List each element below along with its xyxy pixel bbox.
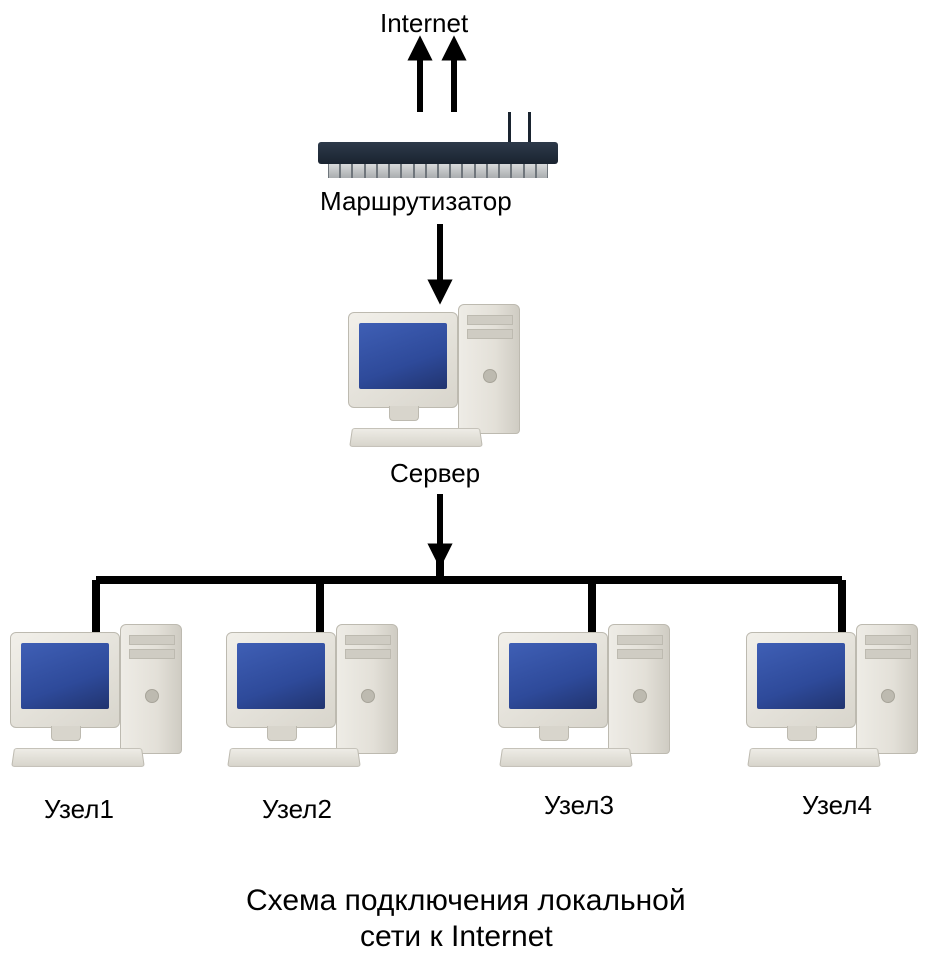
server-label: Сервер xyxy=(390,458,480,489)
router-icon xyxy=(318,142,558,180)
internet-label: Internet xyxy=(380,8,468,39)
node2-icon xyxy=(226,620,416,770)
caption-line2: сети к Internet xyxy=(360,920,553,954)
node3-icon xyxy=(498,620,688,770)
node2-label: Узел2 xyxy=(262,794,332,825)
node1-label: Узел1 xyxy=(44,794,114,825)
caption-line1: Схема подключения локальной xyxy=(246,884,686,918)
router-label: Маршрутизатор xyxy=(320,186,512,217)
node3-label: Узел3 xyxy=(544,790,614,821)
node4-icon xyxy=(746,620,936,770)
node4-label: Узел4 xyxy=(802,790,872,821)
server-icon xyxy=(348,300,538,450)
node1-icon xyxy=(10,620,200,770)
network-diagram: Internet Маршрутизатор Сервер Узел1 Узел… xyxy=(0,0,944,970)
